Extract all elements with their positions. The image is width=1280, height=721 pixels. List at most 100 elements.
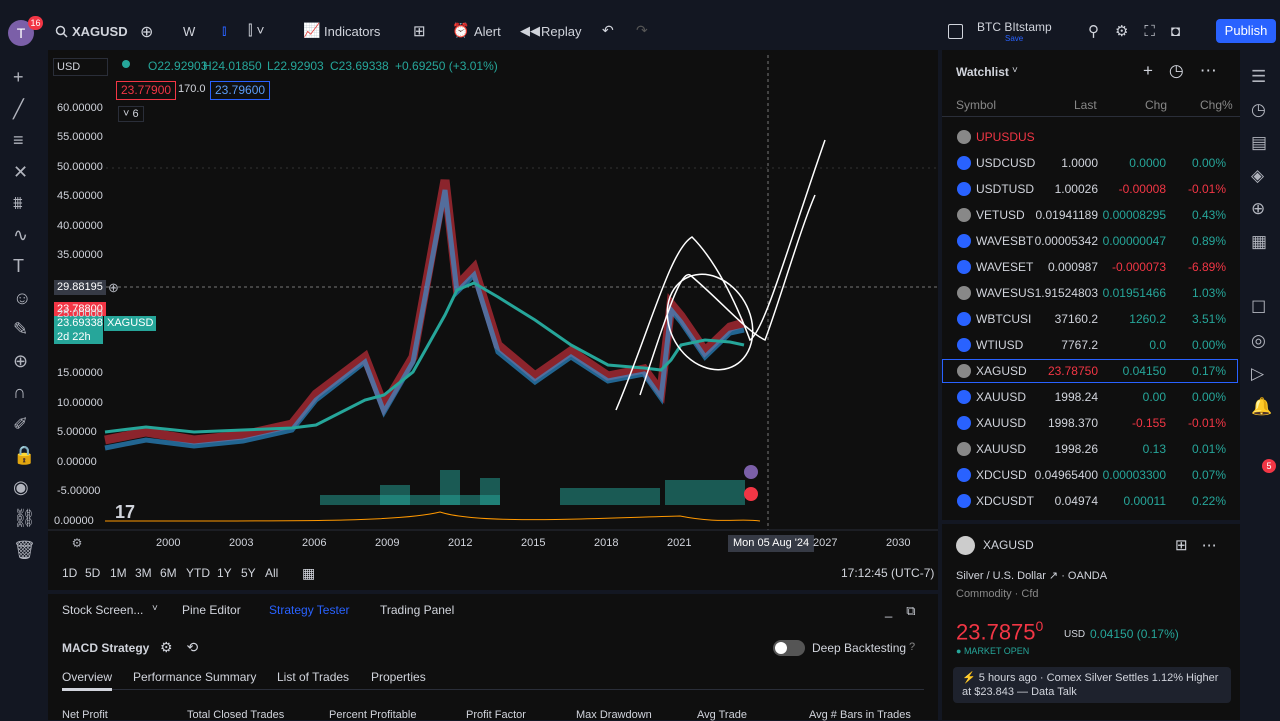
panel-tab[interactable]: Pine Editor (182, 603, 241, 617)
spread: 170.0 (178, 83, 206, 95)
time-label: 2015 (521, 537, 546, 549)
currency-select[interactable]: USD (53, 58, 108, 76)
watch-value: 0.04150 (1122, 364, 1166, 378)
settings-icon[interactable]: ⚙ (72, 536, 83, 550)
undo[interactable]: ↶ (602, 22, 614, 38)
strategy-name[interactable]: MACD Strategy (62, 641, 150, 655)
watch-symbol[interactable]: WBTCUSI (976, 312, 1032, 326)
panel-tab[interactable]: Strategy Tester (269, 603, 350, 617)
detail-icons[interactable]: ⊞⋯ (1175, 537, 1231, 554)
time-label: 2000 (156, 537, 181, 549)
watch-value: 0.01941189 (1035, 208, 1098, 222)
drawing-tools[interactable]: + ╱ ≡ ✕ ⩩ ∿ T ☺ ✎ ⊕ ∩ ✐ 🔒 ◉ ⛓ 🗑 (13, 67, 36, 560)
close-symbol: XAGUSD (104, 316, 157, 331)
watch-value: 1.0000 (1061, 156, 1098, 170)
oscillator (104, 511, 761, 522)
watch-symbol[interactable]: XAUUSD (976, 442, 1027, 456)
detail-icon (956, 536, 975, 555)
range-button[interactable]: 1Y (217, 566, 232, 580)
watch-symbol[interactable]: XAGUSD (976, 364, 1027, 378)
watch-symbol[interactable]: WAVESUS (976, 286, 1035, 300)
last-price: 23.78800 (54, 302, 106, 316)
panel-controls[interactable]: _⧉ (885, 603, 930, 618)
news-time: 5 hours ago (978, 672, 1037, 684)
watchlist-caret[interactable]: ˅ (1012, 65, 1018, 76)
subtab[interactable]: Overview (62, 670, 113, 684)
ohlc-value: O22.92903 (148, 59, 208, 73)
help-icon[interactable]: ? (909, 641, 916, 653)
watch-symbol[interactable]: XDCUSD (976, 468, 1027, 482)
caret[interactable]: ˅ (152, 603, 158, 614)
redo[interactable]: ↷ (636, 22, 648, 38)
watch-symbol[interactable]: VETUSD (976, 208, 1025, 222)
date-range-icon[interactable]: ▦ (302, 565, 316, 581)
column-header[interactable]: Chg (1145, 98, 1168, 112)
watch-value: 0.89% (1191, 234, 1226, 248)
price-candles-blue (104, 189, 745, 451)
toggle[interactable] (773, 640, 805, 656)
layout-icon[interactable]: ⊞ (413, 23, 426, 40)
watch-value: 0.0000 (1129, 156, 1166, 170)
news-box[interactable] (953, 667, 1231, 703)
checkbox[interactable] (948, 24, 963, 39)
strategy-icons[interactable]: ⚙⟲ (160, 639, 213, 655)
replay[interactable]: Replay (541, 24, 582, 39)
top-icons[interactable]: ⚲⚙⛶◘ (1088, 23, 1196, 40)
range-button[interactable]: 1D (62, 566, 78, 580)
interval[interactable]: W (183, 24, 196, 39)
range-button[interactable]: 3M (135, 566, 152, 580)
watch-symbol[interactable]: USDTUSD (976, 182, 1035, 196)
symbol[interactable]: XAGUSD (72, 24, 128, 39)
indicators[interactable]: Indicators (324, 24, 381, 39)
add-alert[interactable]: ⊕ (108, 280, 119, 295)
watch-symbol[interactable]: WAVESET (976, 260, 1034, 274)
detail-currency: USD (1064, 629, 1086, 640)
subtab[interactable]: Performance Summary (133, 670, 257, 684)
watch-symbol[interactable]: XAUUSD (976, 416, 1027, 430)
panel-tab[interactable]: Trading Panel (380, 603, 455, 617)
detail-name: Silver / U.S. Dollar ↗ · OANDA (956, 570, 1108, 582)
range-button[interactable]: 5Y (241, 566, 256, 580)
watch-value: 0.00005342 (1034, 234, 1098, 248)
news[interactable]: ⚡ 5 hours ago · Comex Silver Settles 1.1… (962, 672, 1219, 698)
publish-button[interactable]: Publish (1216, 19, 1276, 43)
ask[interactable]: 23.79600 (210, 81, 271, 100)
detail-symbol[interactable]: XAGUSD (983, 538, 1034, 552)
column-header[interactable]: Last (1074, 98, 1097, 112)
price-suffix: 0 (1035, 618, 1044, 634)
broker[interactable]: BTC BItstamp (977, 20, 1052, 34)
column-header[interactable]: Chg% (1200, 98, 1233, 112)
watch-value: 0.00% (1191, 338, 1226, 352)
row-highlight (942, 359, 1238, 383)
panel-tab[interactable]: Stock Screen... (62, 603, 144, 617)
watch-symbol[interactable]: USDCUSD (976, 156, 1036, 170)
logo: 17 (115, 502, 135, 522)
bar-icon[interactable]: ⫿ ˅ (248, 22, 265, 38)
indicator-toggle[interactable]: ˅ 6 (118, 106, 144, 122)
subtab[interactable]: Properties (371, 670, 426, 684)
watchlist-icons[interactable]: +◷⋯ (1143, 61, 1233, 80)
subtab[interactable]: List of Trades (277, 670, 350, 684)
price-label: 40.00000 (57, 220, 103, 232)
crosshair-price: 29.88195 (54, 280, 106, 295)
column-header[interactable]: Symbol (956, 98, 997, 112)
range-button[interactable]: 5D (85, 566, 101, 580)
bid[interactable]: 23.77900 (116, 81, 177, 100)
watch-symbol[interactable]: XDCUSDT (976, 494, 1035, 508)
right-icons[interactable]: ☰ ◷ ▤ ◈ ⊕ ▦ ☐ ◎ ▷ 🔔 (1251, 67, 1273, 416)
range-button[interactable]: All (265, 566, 279, 580)
watch-symbol[interactable]: XAUUSD (976, 390, 1027, 404)
watchlist-title[interactable]: Watchlist (956, 65, 1009, 79)
watch-symbol[interactable]: WTIUSD (976, 338, 1024, 352)
range-button[interactable]: 6M (160, 566, 177, 580)
watch-symbol[interactable]: WAVESBT (976, 234, 1034, 248)
status: MARKET OPEN (963, 646, 1030, 656)
watch-value: 0.01% (1191, 442, 1226, 456)
range-button[interactable]: YTD (186, 566, 210, 580)
watch-symbol[interactable]: UPUSDUS (976, 130, 1035, 144)
osc-label: 0.00000 (54, 515, 94, 527)
alert[interactable]: Alert (474, 24, 501, 39)
chart-type-icon[interactable]: ⫾ (222, 22, 227, 38)
add-icon[interactable]: ⊕ (140, 24, 154, 41)
range-button[interactable]: 1M (110, 566, 127, 580)
